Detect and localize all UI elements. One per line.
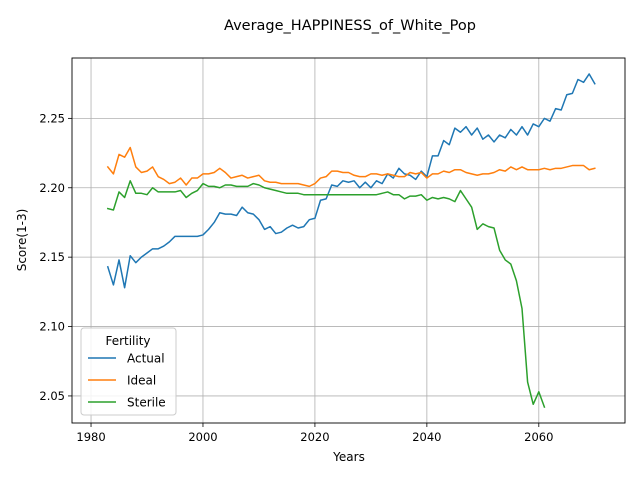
legend: Fertility Actual Ideal Sterile: [80, 327, 177, 416]
legend-label-actual: Actual: [127, 352, 165, 366]
chart-title: Average_HAPPINESS_of_White_Pop: [224, 18, 476, 34]
y-tick-label: 2.20: [39, 181, 65, 195]
series-lines: [106, 73, 596, 409]
grid-lines: [72, 58, 625, 423]
legend-label-sterile: Sterile: [127, 396, 166, 410]
y-axis-ticks: 2.05 2.10 2.15 2.20 2.25: [39, 111, 72, 403]
y-tick-label: 2.25: [39, 111, 65, 125]
x-tick-label: 2020: [300, 430, 329, 444]
series-line-ideal: [106, 146, 596, 188]
legend-label-ideal: Ideal: [127, 374, 156, 388]
legend-entries: Actual Ideal Sterile: [88, 352, 166, 410]
x-axis-label: Years: [332, 450, 365, 464]
x-tick-label: 2060: [524, 430, 553, 444]
series-line-sterile: [106, 180, 546, 409]
legend-box: [80, 327, 177, 416]
y-axis-label: Score(1-3): [15, 209, 29, 272]
legend-title: Fertility: [105, 334, 150, 348]
y-tick-label: 2.05: [39, 389, 65, 403]
x-tick-label: 1980: [76, 430, 105, 444]
y-tick-label: 2.10: [39, 320, 65, 334]
plot-area-frame: [71, 57, 626, 424]
y-tick-label: 2.15: [39, 250, 65, 264]
x-tick-label: 2040: [412, 430, 441, 444]
series-line-actual: [106, 73, 596, 289]
x-tick-label: 2000: [188, 430, 217, 444]
x-axis-ticks: 1980 2000 2020 2040 2060: [76, 423, 553, 444]
